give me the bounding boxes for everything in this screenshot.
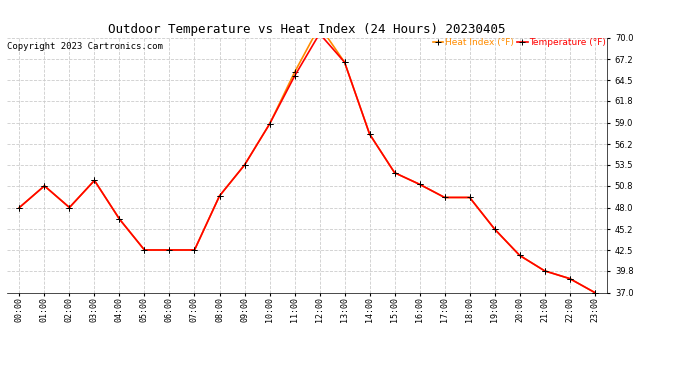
Text: Copyright 2023 Cartronics.com: Copyright 2023 Cartronics.com: [7, 42, 163, 51]
Legend: Heat Index (°F), Temperature (°F): Heat Index (°F), Temperature (°F): [433, 38, 607, 47]
Title: Outdoor Temperature vs Heat Index (24 Hours) 20230405: Outdoor Temperature vs Heat Index (24 Ho…: [108, 23, 506, 36]
